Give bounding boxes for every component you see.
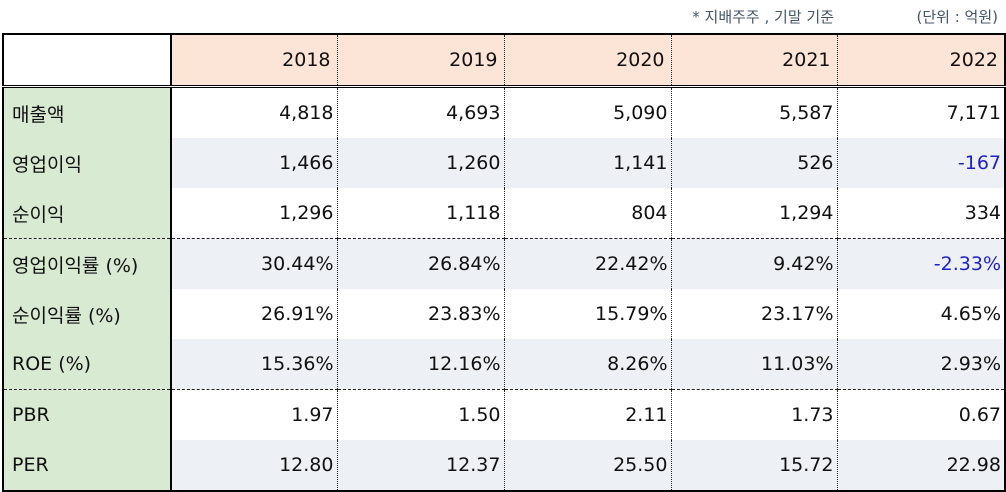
value-cell: 2.11 xyxy=(503,389,671,440)
row-label: 순이익률 (%) xyxy=(2,289,172,339)
corner-cell xyxy=(2,33,172,88)
row-label: 매출액 xyxy=(2,86,172,138)
year-header: 2022 xyxy=(836,33,1006,88)
value-cell: 15.72 xyxy=(670,440,837,492)
table-row: 영업이익 1,466 1,260 1,141 526 -167 xyxy=(2,138,1006,188)
value-cell: 15.36% xyxy=(170,339,337,390)
value-cell: 26.84% xyxy=(336,238,504,289)
value-cell: 5,587 xyxy=(670,86,837,138)
value-cell: 1,294 xyxy=(670,188,837,239)
value-cell: 12.37 xyxy=(336,440,504,492)
value-cell: 7,171 xyxy=(836,86,1006,138)
row-label: 순이익 xyxy=(2,188,172,239)
financial-table: 2018 2019 2020 2021 2022 매출액 4,818 4,693 5,… xyxy=(2,33,1006,492)
value-cell: 9.42% xyxy=(670,238,837,289)
table-row: 순이익률 (%) 26.91% 23.83% 15.79% 23.17% 4.65% xyxy=(2,289,1006,339)
row-label: 영업이익률 (%) xyxy=(2,238,172,289)
table-row: 영업이익률 (%) 30.44% 26.84% 22.42% 9.42% -2.33% xyxy=(2,238,1006,289)
value-cell: 526 xyxy=(670,138,837,188)
row-label: 영업이익 xyxy=(2,138,172,188)
value-cell: 12.80 xyxy=(170,440,337,492)
row-label: ROE (%) xyxy=(2,339,172,390)
table-row: 순이익 1,296 1,118 804 1,294 334 xyxy=(2,188,1006,239)
value-cell: 4,693 xyxy=(336,86,504,138)
value-cell: 25.50 xyxy=(503,440,671,492)
value-cell: 804 xyxy=(503,188,671,239)
value-cell: -2.33% xyxy=(836,238,1006,289)
table-row: PBR 1.97 1.50 2.11 1.73 0.67 xyxy=(2,389,1006,440)
value-cell: 1,118 xyxy=(336,188,504,239)
value-cell: 4,818 xyxy=(170,86,337,138)
value-cell: 1.97 xyxy=(170,389,337,440)
value-cell: 1,141 xyxy=(503,138,671,188)
unit-note: (단위 : 억원) xyxy=(916,8,999,26)
table-row: PER 12.80 12.37 25.50 15.72 22.98 xyxy=(2,440,1006,492)
value-cell: 30.44% xyxy=(170,238,337,289)
value-cell: 4.65% xyxy=(836,289,1006,339)
table-row: 매출액 4,818 4,693 5,090 5,587 7,171 xyxy=(2,86,1006,138)
value-cell: 2.93% xyxy=(836,339,1006,390)
value-cell: 22.42% xyxy=(503,238,671,289)
value-cell: 26.91% xyxy=(170,289,337,339)
value-cell: 5,090 xyxy=(503,86,671,138)
value-cell: -167 xyxy=(836,138,1006,188)
value-cell: 23.83% xyxy=(336,289,504,339)
value-cell: 1,260 xyxy=(336,138,504,188)
value-cell: 1,466 xyxy=(170,138,337,188)
year-header: 2020 xyxy=(503,33,671,88)
value-cell: 0.67 xyxy=(836,389,1006,440)
value-cell: 1.50 xyxy=(336,389,504,440)
value-cell: 8.26% xyxy=(503,339,671,390)
year-header: 2019 xyxy=(336,33,504,88)
value-cell: 334 xyxy=(836,188,1006,239)
value-cell: 1.73 xyxy=(670,389,837,440)
value-cell: 1,296 xyxy=(170,188,337,239)
value-cell: 12.16% xyxy=(336,339,504,390)
basis-note: * 지배주주 , 기말 기준 xyxy=(692,8,834,26)
row-label: PBR xyxy=(2,389,172,440)
value-cell: 23.17% xyxy=(670,289,837,339)
header-row: 2018 2019 2020 2021 2022 xyxy=(2,33,1006,88)
value-cell: 11.03% xyxy=(670,339,837,390)
value-cell: 15.79% xyxy=(503,289,671,339)
year-header: 2018 xyxy=(170,33,337,88)
row-label: PER xyxy=(2,440,172,492)
value-cell: 22.98 xyxy=(836,440,1006,492)
table-row: ROE (%) 15.36% 12.16% 8.26% 11.03% 2.93% xyxy=(2,339,1006,390)
year-header: 2021 xyxy=(670,33,837,88)
